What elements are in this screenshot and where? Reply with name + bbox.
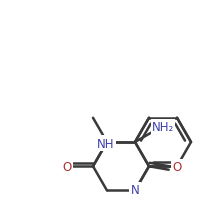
Text: O: O [172,160,181,173]
Text: NH: NH [97,137,115,150]
Text: O: O [62,160,72,173]
Text: N: N [131,183,139,196]
Text: NH₂: NH₂ [152,121,174,134]
